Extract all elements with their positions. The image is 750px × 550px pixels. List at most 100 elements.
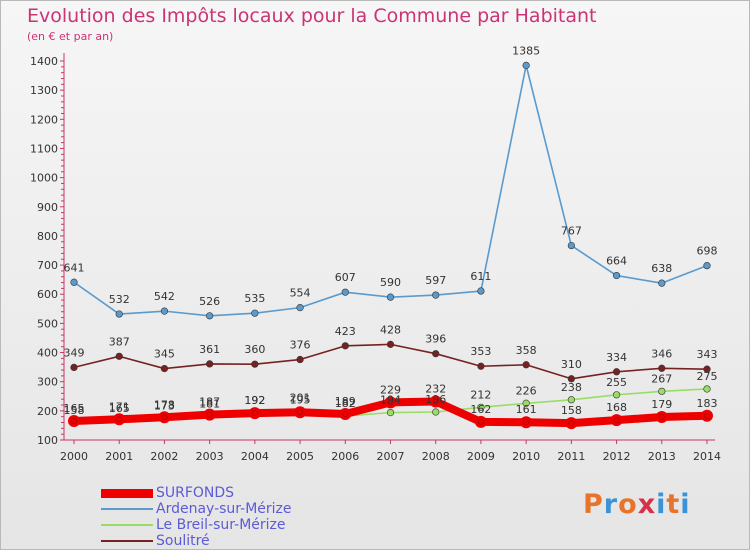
- legend-label: Le Breil-sur-Mérize: [156, 517, 286, 533]
- y-tick-label: 1300: [30, 84, 58, 97]
- data-point: [658, 279, 666, 287]
- data-label: 641: [64, 261, 85, 274]
- data-point: [251, 309, 259, 317]
- data-point: [703, 262, 711, 270]
- legend-label: SURFONDS: [156, 485, 235, 501]
- data-label: 171: [109, 400, 130, 413]
- data-label: 194: [380, 394, 401, 407]
- data-label: 590: [380, 276, 401, 289]
- data-label: 238: [561, 381, 582, 394]
- data-point: [386, 408, 395, 417]
- data-point: [477, 362, 485, 370]
- data-label: 535: [244, 292, 265, 305]
- data-label: 158: [64, 404, 85, 417]
- data-point-inner: [116, 416, 123, 423]
- y-tick-label: 1200: [30, 113, 58, 126]
- data-point: [160, 307, 169, 315]
- y-tick-label: 1400: [30, 55, 58, 68]
- y-tick-label: 900: [37, 201, 58, 214]
- data-label: 554: [290, 287, 311, 300]
- data-point-inner: [387, 399, 394, 406]
- data-label: 345: [154, 348, 175, 361]
- data-point: [522, 399, 530, 407]
- data-label: 423: [335, 325, 356, 338]
- data-point: [432, 291, 440, 299]
- data-label: 361: [199, 343, 220, 356]
- y-tick-label: 1000: [30, 172, 58, 185]
- data-label: 165: [64, 402, 85, 415]
- data-point: [115, 310, 123, 318]
- y-tick-label: 800: [37, 230, 58, 243]
- data-label: 158: [561, 404, 582, 417]
- logo-letter: i: [656, 489, 667, 520]
- data-label: 310: [561, 358, 582, 371]
- data-label: 187: [199, 396, 220, 409]
- data-label: 428: [380, 323, 401, 336]
- y-tick-label: 500: [37, 317, 58, 330]
- data-label: 267: [651, 372, 672, 385]
- y-tick-label: 1100: [30, 142, 58, 155]
- data-label: 532: [109, 293, 130, 306]
- y-tick-label: 200: [37, 405, 58, 418]
- data-point-inner: [568, 420, 575, 426]
- data-point-inner: [342, 411, 349, 417]
- x-tick-label: 2003: [196, 450, 224, 463]
- data-label: 162: [470, 403, 491, 416]
- data-point: [206, 360, 214, 368]
- legend-label: Soulitré: [156, 533, 210, 549]
- data-label: 201: [290, 392, 311, 405]
- data-point-inner: [206, 411, 213, 418]
- data-label: 255: [606, 376, 627, 389]
- proxiti-logo: Proxiti: [583, 489, 691, 520]
- data-label: 607: [335, 271, 356, 284]
- data-label: 664: [606, 255, 627, 268]
- data-point: [70, 363, 78, 372]
- data-label: 638: [651, 262, 672, 275]
- data-point-inner: [704, 412, 710, 419]
- data-point: [160, 364, 169, 373]
- x-tick-label: 2001: [105, 450, 133, 463]
- data-point: [432, 408, 440, 416]
- data-label: 349: [64, 346, 85, 359]
- y-tick-label: 300: [37, 376, 58, 389]
- legend-item: SURFONDS: [101, 485, 234, 501]
- data-label: 182: [335, 397, 356, 410]
- data-label: 178: [154, 398, 175, 411]
- data-point: [341, 288, 349, 296]
- data-point: [703, 385, 711, 393]
- x-tick-label: 2005: [286, 450, 314, 463]
- data-point: [567, 375, 575, 383]
- data-label: 179: [651, 398, 672, 411]
- x-tick-label: 2012: [603, 450, 631, 463]
- y-tick-label: 700: [37, 259, 58, 272]
- data-label: 165: [109, 402, 130, 415]
- data-point: [567, 396, 575, 404]
- x-tick-label: 2011: [557, 450, 585, 463]
- legend-item: Ardenay-sur-Mérize: [101, 501, 292, 517]
- data-label: 396: [425, 333, 446, 346]
- data-point-inner: [297, 409, 303, 416]
- data-point: [115, 352, 123, 360]
- legend-swatch: [101, 524, 153, 526]
- data-label: 526: [199, 295, 220, 308]
- data-label: 387: [109, 335, 130, 348]
- data-label: 196: [425, 393, 446, 406]
- data-point: [658, 364, 666, 372]
- data-point: [341, 342, 349, 350]
- legend-item: Le Breil-sur-Mérize: [101, 517, 286, 533]
- data-point-inner: [658, 414, 665, 420]
- data-label: 360: [244, 343, 265, 356]
- x-tick-label: 2014: [693, 450, 721, 463]
- data-point: [296, 304, 304, 312]
- logo-letter: t: [666, 489, 681, 520]
- x-tick-label: 2006: [331, 450, 359, 463]
- data-label: 597: [425, 274, 446, 287]
- x-tick-label: 2002: [150, 450, 178, 463]
- data-label: 334: [606, 351, 627, 364]
- legend-swatch: [101, 508, 153, 510]
- data-point: [522, 361, 530, 369]
- y-tick-label: 400: [37, 347, 58, 360]
- data-point-inner: [478, 419, 484, 425]
- data-label: 542: [154, 290, 175, 303]
